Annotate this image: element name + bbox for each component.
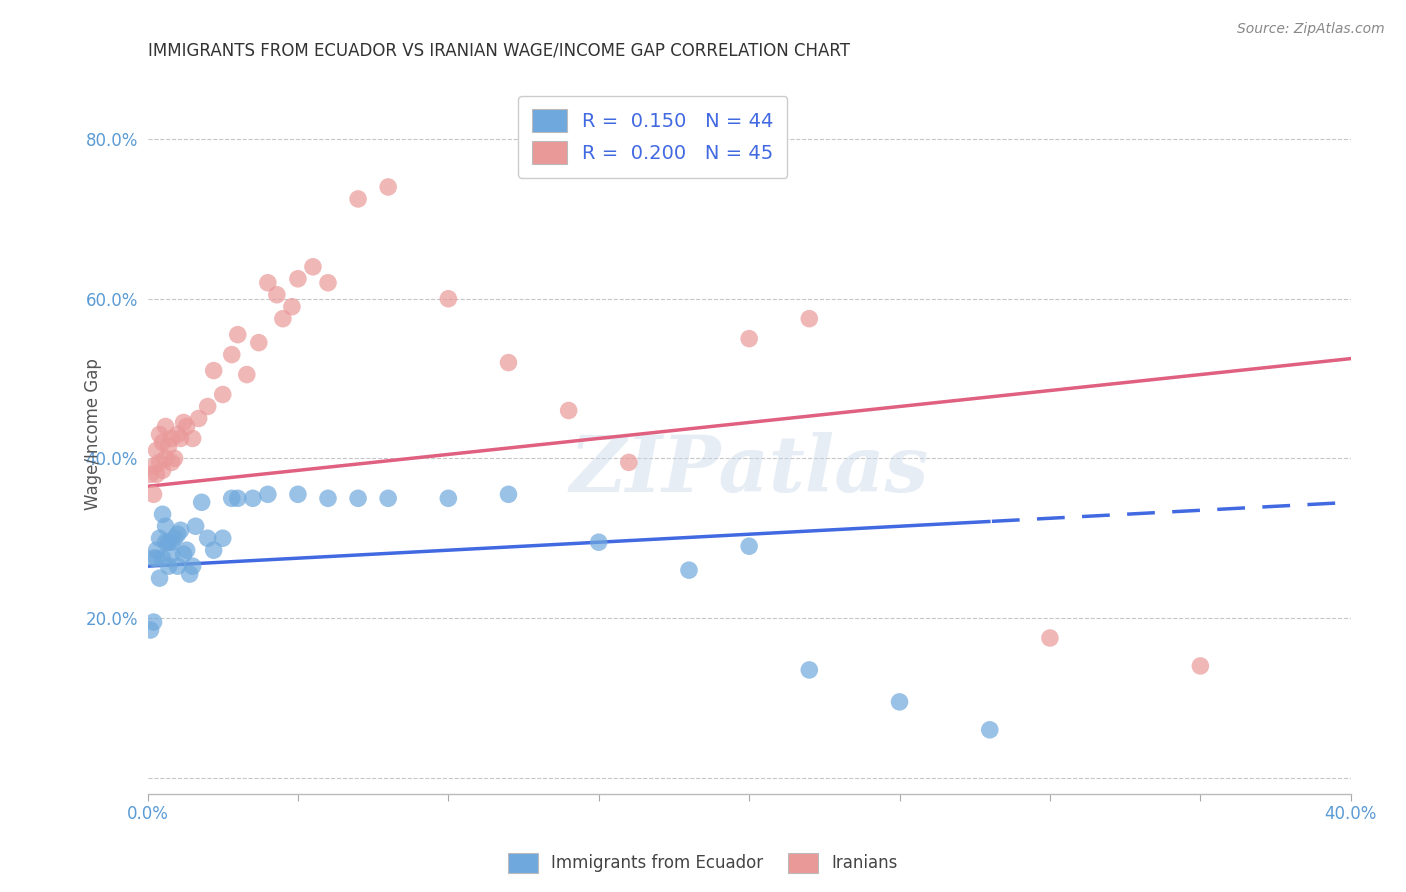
Point <box>617 455 640 469</box>
Point <box>266 287 288 301</box>
Point <box>437 491 460 506</box>
Point <box>145 551 167 566</box>
Point <box>190 495 212 509</box>
Point <box>145 543 167 558</box>
Point <box>145 443 167 458</box>
Point <box>226 327 249 342</box>
Point <box>557 403 579 417</box>
Point <box>236 368 259 382</box>
Text: ZIPatlas: ZIPatlas <box>569 432 929 508</box>
Point <box>347 491 370 506</box>
Point <box>202 363 225 377</box>
Point <box>160 455 183 469</box>
Text: Wage/Income Gap: Wage/Income Gap <box>84 359 103 510</box>
Point <box>889 695 911 709</box>
Point <box>498 355 520 369</box>
Point <box>148 571 170 585</box>
Point <box>247 335 270 350</box>
Point <box>221 348 243 362</box>
Point <box>187 411 209 425</box>
Point <box>738 332 761 346</box>
Point <box>176 543 198 558</box>
Point <box>155 535 177 549</box>
Point <box>155 419 177 434</box>
Point <box>799 663 821 677</box>
Point <box>148 455 170 469</box>
Point <box>979 723 1001 737</box>
Point <box>155 451 177 466</box>
Point <box>257 276 280 290</box>
Point <box>142 615 165 629</box>
Point <box>498 487 520 501</box>
Point <box>184 519 207 533</box>
Point <box>377 491 399 506</box>
Point <box>287 272 309 286</box>
Point <box>160 432 183 446</box>
Point <box>211 531 233 545</box>
Point <box>316 491 339 506</box>
Point <box>302 260 325 274</box>
Point <box>157 535 180 549</box>
Point <box>166 559 188 574</box>
Point <box>157 439 180 453</box>
Point <box>163 531 186 545</box>
Point <box>738 539 761 553</box>
Point <box>145 467 167 482</box>
Point <box>242 491 264 506</box>
Point <box>377 180 399 194</box>
Point <box>139 467 162 482</box>
Point <box>588 535 610 549</box>
Point <box>169 432 191 446</box>
Point <box>799 311 821 326</box>
Point <box>1189 659 1212 673</box>
Point <box>678 563 700 577</box>
Point <box>160 535 183 549</box>
Point <box>211 387 233 401</box>
Point <box>437 292 460 306</box>
Point <box>163 451 186 466</box>
Point <box>173 547 195 561</box>
Point <box>166 427 188 442</box>
Point <box>271 311 294 326</box>
Point <box>1039 631 1062 645</box>
Point <box>139 623 162 637</box>
Point <box>181 559 204 574</box>
Point <box>142 551 165 566</box>
Point <box>181 432 204 446</box>
Point <box>157 559 180 574</box>
Point <box>142 459 165 474</box>
Point <box>221 491 243 506</box>
Point <box>316 276 339 290</box>
Point <box>160 547 183 561</box>
Point <box>148 531 170 545</box>
Point <box>257 487 280 501</box>
Text: Source: ZipAtlas.com: Source: ZipAtlas.com <box>1237 22 1385 37</box>
Point <box>152 463 174 477</box>
Point <box>173 416 195 430</box>
Point <box>152 435 174 450</box>
Point <box>287 487 309 501</box>
Legend: R =  0.150   N = 44, R =  0.200   N = 45: R = 0.150 N = 44, R = 0.200 N = 45 <box>519 95 787 178</box>
Point <box>169 523 191 537</box>
Point <box>166 527 188 541</box>
Point <box>176 419 198 434</box>
Point <box>179 567 201 582</box>
Point <box>281 300 304 314</box>
Point <box>197 531 219 545</box>
Y-axis label: Wage/Income Gap: Wage/Income Gap <box>118 359 136 510</box>
Point <box>226 491 249 506</box>
Point <box>142 487 165 501</box>
Point <box>152 551 174 566</box>
Point <box>155 519 177 533</box>
Point <box>202 543 225 558</box>
Text: IMMIGRANTS FROM ECUADOR VS IRANIAN WAGE/INCOME GAP CORRELATION CHART: IMMIGRANTS FROM ECUADOR VS IRANIAN WAGE/… <box>148 42 849 60</box>
Point <box>197 400 219 414</box>
Point <box>347 192 370 206</box>
Point <box>152 508 174 522</box>
Legend: Immigrants from Ecuador, Iranians: Immigrants from Ecuador, Iranians <box>502 847 904 880</box>
Point <box>148 427 170 442</box>
